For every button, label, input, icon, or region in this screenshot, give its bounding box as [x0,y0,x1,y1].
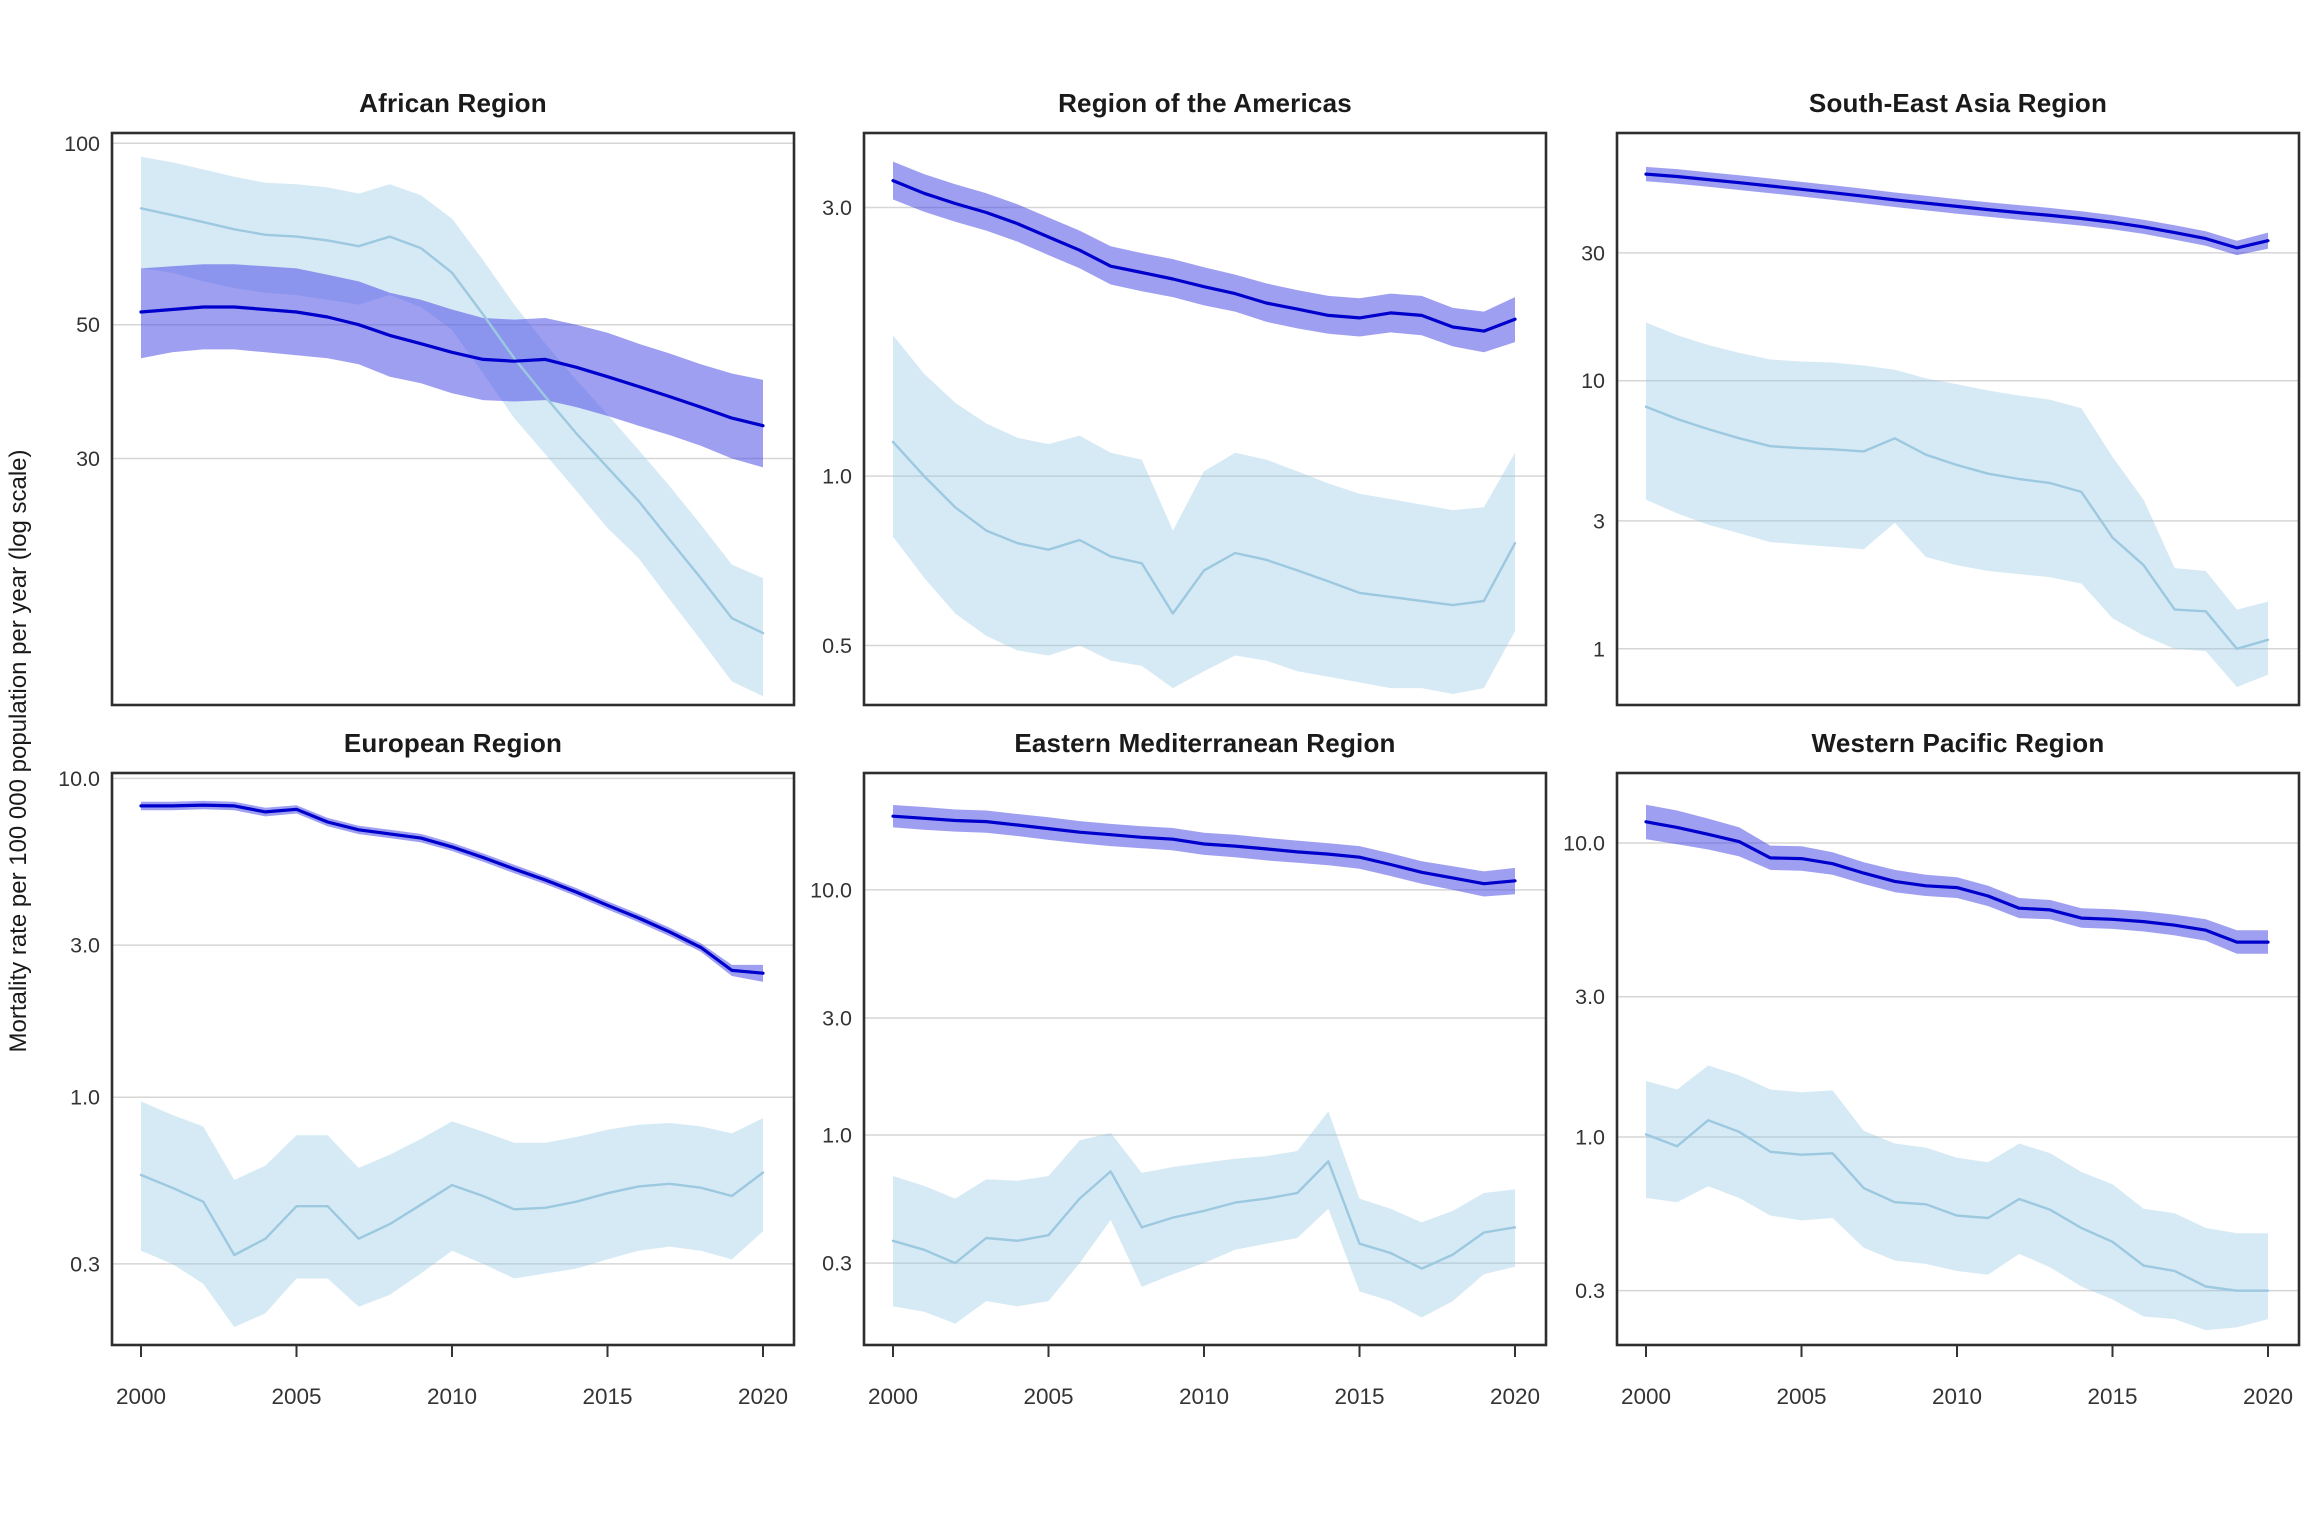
x-tick-label: 2020 [2243,1384,2293,1409]
dark-blue-line [1644,820,2270,944]
y-tick-label: 30 [76,447,100,471]
dark-blue-line-ci-band [141,264,763,468]
x-tick-label: 2010 [1179,1384,1229,1409]
y-tick-label: 0.5 [822,634,852,658]
y-tick-label: 0.3 [822,1252,852,1276]
dark-blue-line-ci-band [1646,804,2268,954]
y-tick-label: 3.0 [1575,985,1605,1009]
dark-blue-line [139,803,765,975]
x-tick-label: 2005 [1776,1384,1826,1409]
y-tick-label: 3.0 [822,1007,852,1031]
dark-blue-line-ci-band [893,161,1515,353]
y-tick-label: 10.0 [810,878,852,902]
x-tick-label: 2010 [1932,1384,1982,1409]
y-tick-label: 30 [1581,241,1605,265]
panel-title-european-region: European Region [343,728,563,758]
y-tick-label: 3.0 [822,196,852,220]
light-blue-line-ci-band [893,335,1515,694]
y-tick-label: 0.3 [70,1252,100,1276]
y-axis-title: Mortality rate per 100 000 population pe… [5,449,32,1053]
x-tick-label: 2010 [427,1384,477,1409]
y-tick-label: 0.3 [1575,1279,1605,1303]
panel-title-eastern-mediterranean: Eastern Mediterranean Region [1014,728,1396,758]
panel-title-region-of-americas: Region of the Americas [1058,88,1352,118]
panel-border [862,131,1548,707]
dark-blue-line [1644,172,2270,250]
light-blue-line [139,1171,765,1257]
dark-blue-line [891,814,1517,886]
panel-title-western-pacific: Western Pacific Region [1811,728,2105,758]
light-blue-line [139,207,765,635]
y-tick-label: 50 [76,313,100,337]
y-tick-label: 10 [1581,369,1605,393]
light-blue-line-ci-band [893,1111,1515,1324]
y-tick-label: 100 [64,132,100,156]
x-tick-label: 2000 [116,1384,166,1409]
y-tick-label: 1.0 [1575,1125,1605,1149]
light-blue-line [891,1160,1517,1270]
light-blue-line [1644,1119,2270,1292]
light-blue-line-ci-band [141,1101,763,1328]
y-tick-label: 1.0 [70,1086,100,1110]
x-tick-label: 2005 [271,1384,321,1409]
panel-border [110,131,796,707]
dark-blue-line-ci-band [1646,166,2268,256]
y-tick-label: 3.0 [70,934,100,958]
light-blue-line [1644,405,2270,650]
x-tick-label: 2020 [738,1384,788,1409]
panel-title-south-east-asia: South-East Asia Region [1808,88,2108,118]
x-tick-label: 2015 [2087,1384,2137,1409]
dark-blue-line [139,305,765,428]
dark-blue-line-ci-band [141,800,763,982]
y-tick-label: 1.0 [822,465,852,489]
y-tick-label: 1.0 [822,1123,852,1147]
dark-blue-line [891,179,1517,333]
panel-border [1615,131,2301,707]
y-tick-label: 10.0 [1563,831,1605,855]
x-tick-label: 2020 [1490,1384,1540,1409]
x-tick-label: 2005 [1023,1384,1073,1409]
x-tick-label: 2015 [1334,1384,1384,1409]
y-tick-label: 10.0 [58,767,100,791]
x-tick-label: 2000 [1621,1384,1671,1409]
light-blue-line-ci-band [1646,322,2268,687]
panel-title-african-region: African Region [359,88,547,118]
light-blue-line-ci-band [1646,1065,2268,1331]
y-tick-label: 3 [1593,509,1605,533]
y-tick-label: 1 [1593,637,1605,661]
light-blue-line [891,440,1517,615]
x-tick-label: 2000 [868,1384,918,1409]
dark-blue-line-ci-band [893,805,1515,897]
x-tick-label: 2015 [582,1384,632,1409]
